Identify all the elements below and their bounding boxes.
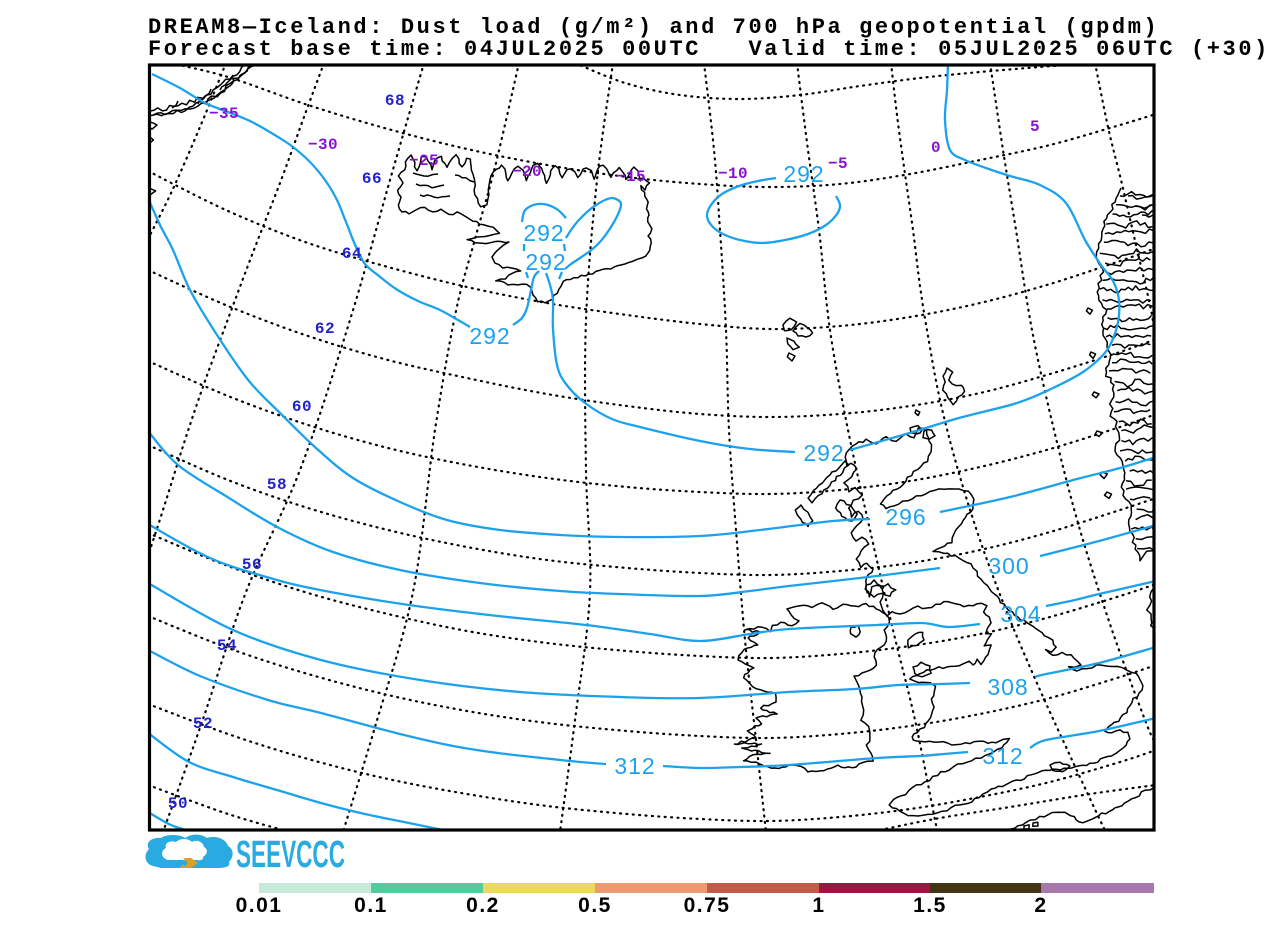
svg-text:304: 304 [1000, 601, 1041, 627]
svg-text:66: 66 [362, 170, 382, 188]
svg-text:62: 62 [315, 320, 335, 338]
svg-text:1: 1 [812, 894, 825, 917]
svg-text:−10: −10 [718, 165, 748, 183]
svg-text:0.1: 0.1 [354, 894, 388, 917]
svg-text:−5: −5 [828, 155, 848, 173]
svg-text:0.2: 0.2 [466, 894, 500, 917]
svg-text:−25: −25 [409, 152, 439, 170]
svg-text:60: 60 [292, 398, 312, 416]
svg-text:0: 0 [931, 139, 941, 157]
svg-text:5: 5 [1030, 118, 1040, 136]
svg-text:52: 52 [193, 715, 213, 733]
svg-text:292: 292 [783, 161, 824, 187]
svg-text:0.75: 0.75 [684, 894, 731, 917]
svg-text:54: 54 [217, 637, 237, 655]
svg-text:50: 50 [168, 795, 188, 813]
svg-text:64: 64 [342, 245, 362, 263]
svg-text:68: 68 [385, 92, 405, 110]
svg-text:292: 292 [523, 220, 564, 246]
svg-text:0.5: 0.5 [578, 894, 612, 917]
svg-text:Forecast base time: 04JUL2025: Forecast base time: 04JUL2025 00UTC Vali… [148, 37, 1270, 62]
svg-text:−15: −15 [616, 168, 646, 186]
svg-text:296: 296 [885, 504, 926, 530]
svg-text:0.01: 0.01 [236, 894, 283, 917]
svg-text:2: 2 [1034, 894, 1047, 917]
svg-text:DREAM8—Iceland: Dust load (g/m: DREAM8—Iceland: Dust load (g/m²) and 700… [148, 15, 1159, 40]
svg-text:58: 58 [267, 476, 287, 494]
svg-text:−35: −35 [209, 105, 239, 123]
svg-text:SEEVCCC: SEEVCCC [236, 834, 345, 876]
svg-text:308: 308 [987, 674, 1028, 700]
svg-text:292: 292 [469, 323, 510, 349]
svg-text:312: 312 [614, 753, 655, 779]
svg-text:312: 312 [982, 743, 1023, 769]
svg-text:−20: −20 [512, 163, 542, 181]
svg-text:56: 56 [242, 556, 262, 574]
svg-text:292: 292 [803, 440, 844, 466]
svg-text:1.5: 1.5 [913, 894, 947, 917]
svg-text:−30: −30 [308, 136, 338, 154]
svg-text:300: 300 [988, 553, 1029, 579]
svg-text:292: 292 [525, 249, 566, 275]
